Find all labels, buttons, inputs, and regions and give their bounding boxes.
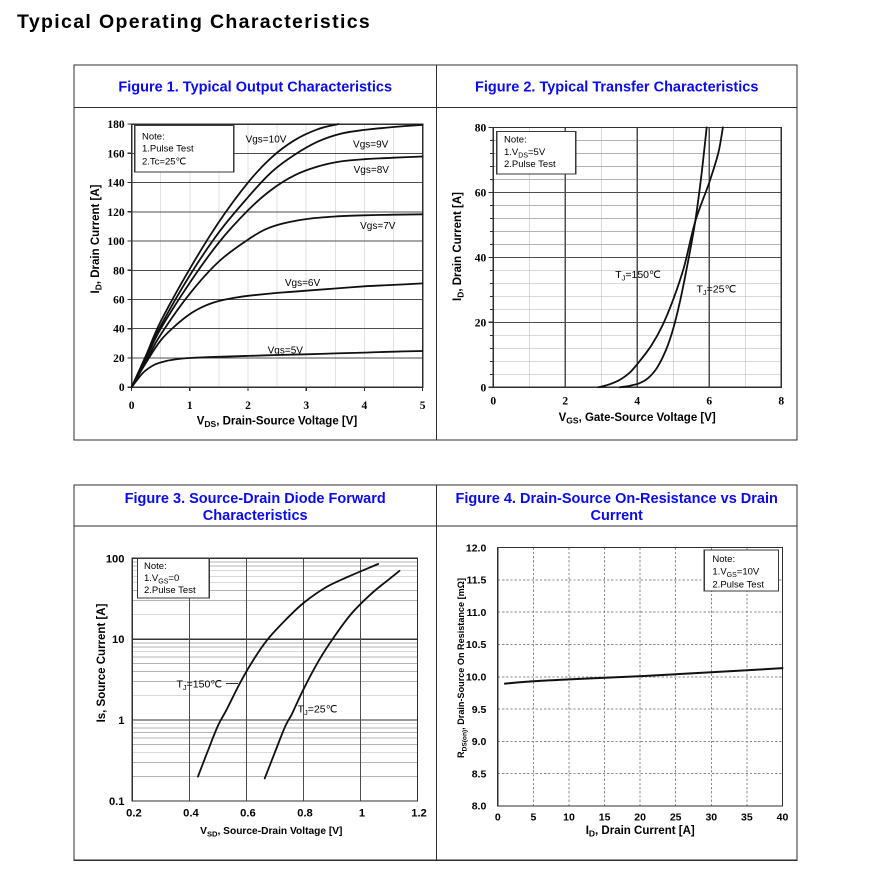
- svg-text:180: 180: [107, 119, 125, 131]
- svg-text:25: 25: [670, 811, 682, 823]
- svg-text:Typical Operating Characterist: Typical Operating Characteristics: [17, 11, 371, 33]
- svg-text:4: 4: [634, 396, 640, 408]
- svg-text:15: 15: [599, 811, 611, 823]
- svg-text:10.5: 10.5: [466, 639, 487, 651]
- svg-text:9.0: 9.0: [472, 736, 487, 748]
- svg-text:1.VDS=5V: 1.VDS=5V: [504, 147, 546, 160]
- svg-text:2.Tc=25℃: 2.Tc=25℃: [142, 157, 187, 168]
- svg-text:2.Pulse Test: 2.Pulse Test: [144, 585, 196, 596]
- svg-text:12.0: 12.0: [466, 542, 487, 554]
- svg-text:0: 0: [480, 382, 486, 394]
- svg-text:RDS(on), Drain-Source On Resis: RDS(on), Drain-Source On Resistance [mΩ]: [456, 578, 469, 758]
- svg-text:0.2: 0.2: [126, 808, 142, 820]
- svg-text:40: 40: [777, 811, 789, 823]
- svg-text:Vgs=6V: Vgs=6V: [285, 278, 321, 289]
- svg-text:Note:: Note:: [712, 554, 735, 565]
- svg-text:120: 120: [107, 207, 125, 219]
- svg-text:2: 2: [562, 396, 568, 408]
- svg-text:Vgs=8V: Vgs=8V: [354, 165, 390, 176]
- svg-text:20: 20: [475, 317, 487, 329]
- svg-text:100: 100: [107, 236, 125, 248]
- svg-text:TJ=25℃: TJ=25℃: [697, 284, 737, 298]
- svg-text:Note:: Note:: [144, 561, 167, 572]
- svg-text:4: 4: [362, 400, 368, 412]
- svg-text:8.5: 8.5: [472, 768, 487, 780]
- svg-text:3: 3: [303, 400, 309, 412]
- svg-text:Note:: Note:: [504, 135, 527, 146]
- svg-text:10: 10: [112, 634, 124, 646]
- svg-text:100: 100: [106, 553, 125, 565]
- svg-text:0.8: 0.8: [297, 808, 313, 820]
- svg-text:VDS, Drain-Source Voltage [V]: VDS, Drain-Source Voltage [V]: [197, 416, 358, 430]
- svg-text:1: 1: [187, 400, 193, 412]
- svg-text:1.VGS=10V: 1.VGS=10V: [712, 567, 760, 580]
- svg-text:2: 2: [245, 400, 251, 412]
- svg-text:20: 20: [634, 811, 646, 823]
- svg-text:9.5: 9.5: [472, 704, 487, 716]
- svg-text:Vgs=10V: Vgs=10V: [246, 134, 287, 145]
- svg-text:Figure 1. Typical Output Chara: Figure 1. Typical Output Characteristics: [118, 80, 392, 96]
- svg-text:Figure 2. Typical Transfer Cha: Figure 2. Typical Transfer Characteristi…: [475, 80, 758, 96]
- svg-text:80: 80: [113, 265, 125, 277]
- svg-text:VGS, Gate-Source Voltage [V]: VGS, Gate-Source Voltage [V]: [559, 412, 716, 426]
- svg-text:1: 1: [359, 808, 365, 820]
- svg-text:160: 160: [107, 148, 125, 160]
- svg-text:1: 1: [118, 715, 124, 727]
- svg-text:40: 40: [113, 324, 125, 336]
- svg-text:0: 0: [119, 382, 125, 394]
- svg-text:5: 5: [530, 811, 536, 823]
- svg-text:35: 35: [741, 811, 753, 823]
- svg-text:10: 10: [563, 811, 575, 823]
- svg-text:Vgs=7V: Vgs=7V: [360, 221, 396, 232]
- svg-text:11.0: 11.0: [466, 607, 486, 619]
- svg-text:Figure 3. Source-Drain Diode F: Figure 3. Source-Drain Diode Forward: [125, 491, 386, 507]
- svg-text:6: 6: [706, 396, 712, 408]
- svg-text:Is, Source Current [A]: Is, Source Current [A]: [96, 603, 108, 722]
- svg-text:60: 60: [475, 187, 487, 199]
- svg-text:11.5: 11.5: [466, 575, 486, 587]
- svg-text:8.0: 8.0: [472, 801, 487, 813]
- svg-text:60: 60: [113, 295, 125, 307]
- svg-text:20: 20: [113, 353, 125, 365]
- svg-text:Figure 4. Drain-Source On-Resi: Figure 4. Drain-Source On-Resistance vs …: [456, 491, 778, 507]
- svg-text:2.Pulse Test: 2.Pulse Test: [712, 580, 764, 591]
- svg-text:2.Pulse Test: 2.Pulse Test: [504, 159, 556, 170]
- svg-text:ID, Drain Current [A]: ID, Drain Current [A]: [90, 184, 104, 293]
- svg-text:0: 0: [129, 400, 135, 412]
- svg-text:0.6: 0.6: [240, 808, 256, 820]
- svg-text:1.Pulse Test: 1.Pulse Test: [142, 144, 194, 155]
- svg-text:0.1: 0.1: [109, 796, 125, 808]
- svg-text:ID, Drain Current [A]: ID, Drain Current [A]: [586, 825, 695, 839]
- svg-text:30: 30: [705, 811, 717, 823]
- svg-text:Vgs=5V: Vgs=5V: [268, 345, 304, 356]
- svg-text:40: 40: [475, 252, 487, 264]
- svg-text:80: 80: [475, 122, 487, 134]
- svg-text:TJ=150℃: TJ=150℃: [615, 269, 661, 283]
- svg-text:ID, Drain Current [A]: ID, Drain Current [A]: [452, 192, 466, 301]
- svg-text:8: 8: [778, 396, 784, 408]
- svg-text:Current: Current: [591, 508, 644, 524]
- svg-text:TJ=150℃: TJ=150℃: [176, 679, 222, 693]
- svg-text:TJ=25℃: TJ=25℃: [298, 704, 338, 718]
- svg-text:10.0: 10.0: [466, 672, 487, 684]
- svg-text:0: 0: [490, 396, 496, 408]
- svg-text:140: 140: [107, 178, 125, 190]
- svg-text:Vgs=9V: Vgs=9V: [353, 139, 389, 150]
- svg-text:Note:: Note:: [142, 132, 165, 143]
- svg-text:0: 0: [495, 811, 501, 823]
- svg-text:Characteristics: Characteristics: [203, 508, 308, 524]
- svg-text:5: 5: [420, 400, 426, 412]
- svg-text:1.VGS=0: 1.VGS=0: [144, 573, 179, 586]
- svg-text:1.2: 1.2: [411, 808, 427, 820]
- svg-text:VSD, Source-Drain Voltage [V]: VSD, Source-Drain Voltage [V]: [200, 826, 342, 839]
- svg-text:0.4: 0.4: [183, 808, 199, 820]
